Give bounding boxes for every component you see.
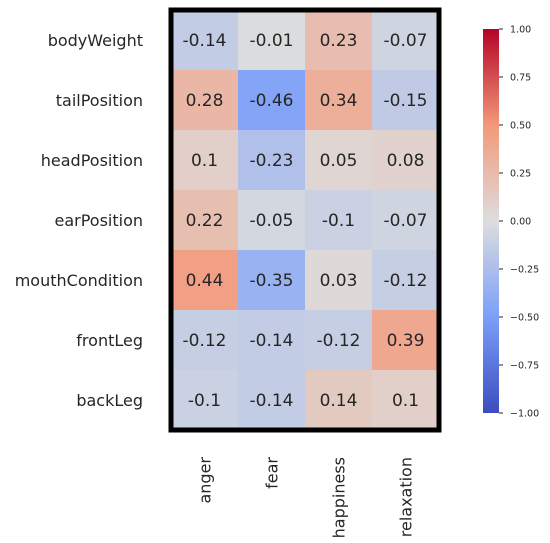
heatmap-cell — [171, 370, 239, 431]
row-label: mouthCondition — [15, 271, 143, 290]
heatmap-cell — [171, 310, 239, 371]
heatmap-cell — [171, 250, 239, 311]
heatmap-cell — [171, 70, 239, 131]
colorbar-tick-label: 0.50 — [510, 121, 531, 132]
colorbar-tick-label: 0.00 — [510, 217, 531, 228]
row-label: headPosition — [41, 151, 143, 170]
cell-value-label: -0.01 — [250, 31, 294, 51]
cell-value-label: -0.15 — [384, 91, 428, 111]
heatmap-value-labels: -0.14 -0.01 0.23 -0.07 0.28 -0.46 0.34 -0.15 0.1… — [183, 31, 428, 411]
column-label: happiness — [330, 457, 349, 538]
heatmap-cell — [372, 310, 440, 371]
heatmap-cell — [171, 190, 239, 251]
heatmap-cell — [238, 310, 306, 371]
row-labels: bodyWeight tailPosition headPosition earPos… — [15, 31, 143, 410]
heatmap-cell — [238, 190, 306, 251]
cell-value-label: 0.39 — [387, 331, 425, 351]
cell-value-label: -0.1 — [322, 211, 355, 231]
heatmap-cell — [372, 10, 440, 71]
cell-value-label: -0.12 — [317, 331, 361, 351]
colorbar-tick-label: 0.75 — [510, 73, 531, 84]
column-label: anger — [196, 457, 215, 504]
cell-value-label: 0.34 — [320, 91, 358, 111]
heatmap-border — [168, 7, 442, 433]
column-labels: anger fear happiness relaxation — [196, 457, 416, 539]
heatmap-cell — [372, 250, 440, 311]
row-label: backLeg — [76, 391, 143, 410]
heatmap-cell — [238, 250, 306, 311]
cell-value-label: -0.1 — [188, 391, 221, 411]
heatmap-cell — [171, 130, 239, 191]
heatmap-cell — [372, 370, 440, 431]
heatmap-cell — [238, 130, 306, 191]
cell-value-label: -0.14 — [183, 31, 227, 51]
column-label: relaxation — [397, 457, 416, 537]
colorbar-tick-label: −0.75 — [510, 361, 539, 372]
colorbar-tick-label: 1.00 — [510, 25, 531, 36]
heatmap-cells — [171, 10, 440, 431]
colorbar — [483, 29, 499, 413]
row-label: bodyWeight — [48, 31, 143, 50]
heatmap-cell — [238, 70, 306, 131]
cell-value-label: -0.23 — [250, 151, 294, 171]
cell-value-label: 0.44 — [186, 271, 224, 291]
row-label: earPosition — [54, 211, 143, 230]
cell-value-label: 0.08 — [387, 151, 425, 171]
cell-value-label: 0.14 — [320, 391, 358, 411]
cell-value-label: -0.12 — [384, 271, 428, 291]
heatmap-cell — [305, 70, 373, 131]
cell-value-label: -0.07 — [384, 31, 428, 51]
heatmap-cell — [305, 130, 373, 191]
cell-value-label: 0.1 — [191, 151, 218, 171]
heatmap-cell — [305, 250, 373, 311]
colorbar-tick-label: −1.00 — [510, 409, 539, 420]
column-label: fear — [263, 457, 282, 489]
cell-value-label: -0.07 — [384, 211, 428, 231]
colorbar-tick-label: 0.25 — [510, 169, 531, 180]
colorbar-tick-label: −0.25 — [510, 265, 539, 276]
cell-value-label: -0.35 — [250, 271, 294, 291]
heatmap-cell — [372, 130, 440, 191]
cell-value-label: -0.46 — [250, 91, 294, 111]
colorbar-tick-label: −0.50 — [510, 313, 539, 324]
heatmap-cell — [305, 370, 373, 431]
cell-value-label: 0.28 — [186, 91, 224, 111]
heatmap-cell — [305, 310, 373, 371]
heatmap-cell — [372, 190, 440, 251]
heatmap-cell — [305, 190, 373, 251]
colorbar-ticks: 1.00 0.75 0.50 0.25 0.00 −0.25 −0.50 −0.75 −1.00 — [499, 25, 539, 420]
heatmap-cell — [171, 10, 239, 71]
heatmap-cell — [238, 10, 306, 71]
cell-value-label: 0.03 — [320, 271, 358, 291]
cell-value-label: 0.22 — [186, 211, 224, 231]
heatmap-cell — [238, 370, 306, 431]
cell-value-label: 0.1 — [392, 391, 419, 411]
cell-value-label: -0.12 — [183, 331, 227, 351]
cell-value-label: 0.05 — [320, 151, 358, 171]
heatmap-cell — [372, 70, 440, 131]
row-label: tailPosition — [56, 91, 143, 110]
cell-value-label: -0.05 — [250, 211, 294, 231]
cell-value-label: -0.14 — [250, 331, 294, 351]
cell-value-label: -0.14 — [250, 391, 294, 411]
cell-value-label: 0.23 — [320, 31, 358, 51]
row-label: frontLeg — [76, 331, 143, 350]
heatmap-cell — [305, 10, 373, 71]
